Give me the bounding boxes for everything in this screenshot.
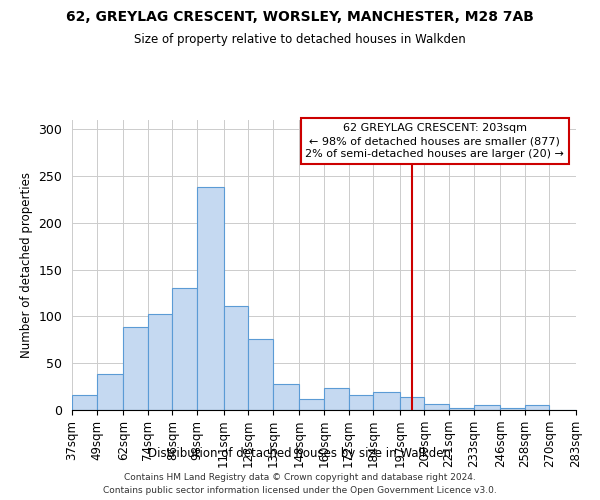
Bar	[525, 406, 550, 410]
Bar	[424, 404, 449, 410]
Text: Contains public sector information licensed under the Open Government Licence v3: Contains public sector information licen…	[103, 486, 497, 495]
Bar	[400, 397, 424, 410]
Bar	[349, 395, 373, 410]
Text: 62 GREYLAG CRESCENT: 203sqm
← 98% of detached houses are smaller (877)
2% of sem: 62 GREYLAG CRESCENT: 203sqm ← 98% of det…	[305, 123, 565, 160]
Bar	[123, 326, 148, 410]
Y-axis label: Number of detached properties: Number of detached properties	[20, 172, 33, 358]
Bar	[473, 406, 500, 410]
Bar	[72, 395, 97, 410]
Text: Contains HM Land Registry data © Crown copyright and database right 2024.: Contains HM Land Registry data © Crown c…	[124, 474, 476, 482]
Bar	[148, 314, 172, 410]
Bar	[324, 388, 349, 410]
Bar	[197, 188, 224, 410]
Bar	[449, 408, 473, 410]
Bar	[500, 408, 525, 410]
Bar	[373, 392, 400, 410]
Text: Size of property relative to detached houses in Walkden: Size of property relative to detached ho…	[134, 32, 466, 46]
Bar	[248, 339, 273, 410]
Bar	[224, 306, 248, 410]
Bar	[273, 384, 299, 410]
Bar	[299, 399, 324, 410]
Bar	[172, 288, 197, 410]
Text: 62, GREYLAG CRESCENT, WORSLEY, MANCHESTER, M28 7AB: 62, GREYLAG CRESCENT, WORSLEY, MANCHESTE…	[66, 10, 534, 24]
Text: Distribution of detached houses by size in Walkden: Distribution of detached houses by size …	[149, 448, 452, 460]
Bar	[97, 374, 123, 410]
